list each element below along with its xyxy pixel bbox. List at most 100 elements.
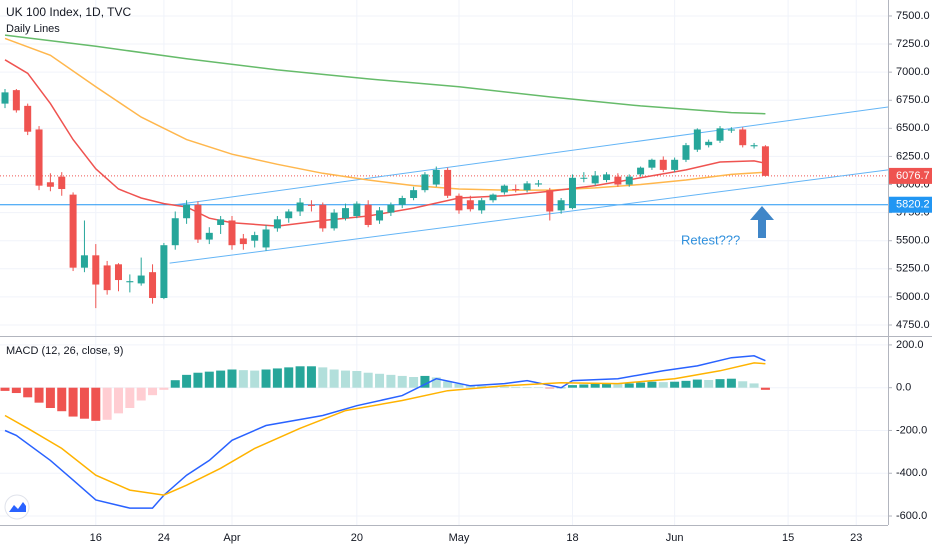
- x-tick-label: 23: [850, 532, 862, 544]
- candle-body: [603, 174, 611, 181]
- candle-body: [341, 208, 349, 219]
- candle-body: [716, 128, 724, 141]
- candle-body: [319, 204, 327, 229]
- candle-body: [217, 219, 225, 225]
- annotation: Retest???: [681, 232, 740, 247]
- chart-title: UK 100 Index, 1D, TVC: [6, 5, 132, 19]
- y-tick-label: 6750.0: [896, 94, 930, 106]
- histogram-bar: [613, 383, 623, 388]
- price-tag: [889, 196, 932, 213]
- histogram-bar: [567, 385, 577, 388]
- histogram-bar: [261, 369, 271, 388]
- line-series: [4, 34, 766, 115]
- candle-body: [171, 218, 179, 246]
- candle-body: [648, 159, 656, 168]
- candle-body: [466, 200, 474, 210]
- logo[interactable]: [4, 494, 30, 520]
- candle-body: [512, 189, 520, 191]
- candle-body: [659, 159, 667, 170]
- candle-body: [591, 175, 599, 184]
- candle-body: [580, 177, 588, 179]
- histogram-bar: [68, 387, 78, 417]
- candle-body: [183, 204, 191, 219]
- candle-body: [557, 200, 565, 211]
- candle-body: [228, 220, 236, 246]
- price-tag: [889, 167, 932, 184]
- candle-body: [126, 281, 134, 283]
- candle-body: [69, 194, 77, 268]
- histogram-bar: [397, 375, 407, 388]
- histogram-bar: [624, 383, 634, 388]
- histogram-bar: [533, 387, 543, 388]
- candle-body: [500, 185, 508, 193]
- plot: [0, 34, 889, 509]
- candle-body: [149, 272, 157, 299]
- histogram-bar: [760, 387, 770, 390]
- histogram-bar: [590, 383, 600, 388]
- candle-body: [387, 204, 395, 213]
- y-tick-label: 6250.0: [896, 150, 930, 162]
- histogram-bar: [11, 387, 21, 394]
- histogram-bar: [284, 367, 294, 388]
- histogram-bar: [318, 367, 328, 388]
- histogram-bar: [204, 371, 214, 388]
- y-tick-label: 0.0: [896, 382, 911, 394]
- histogram-bar: [272, 368, 282, 388]
- candle-body: [137, 275, 145, 284]
- candle-body: [24, 105, 32, 132]
- candle-body: [205, 232, 213, 240]
- axes: 16 24 Apr 20 May 18 Jun 15 23 7500.0 7250.0 7000.0 6…: [90, 10, 932, 544]
- histogram-bar: [227, 369, 237, 388]
- line-series: [4, 362, 766, 496]
- candle-body: [727, 129, 735, 131]
- candle-body: [761, 146, 769, 176]
- histogram-bar: [182, 374, 192, 388]
- histogram-bar: [726, 378, 736, 388]
- x-tick-label: 20: [351, 532, 363, 544]
- histogram-bar: [34, 387, 44, 403]
- histogram-bar: [511, 386, 521, 388]
- candle-body: [410, 190, 418, 199]
- candle-body: [114, 264, 122, 281]
- y-tick-label: -600.0: [896, 510, 927, 522]
- candle-body: [444, 169, 452, 196]
- logo-circle[interactable]: [4, 494, 30, 520]
- price-tag-label: 6076.7: [896, 170, 930, 182]
- histogram-bar: [386, 374, 396, 388]
- candle-body: [80, 255, 88, 268]
- line-series: [4, 37, 766, 191]
- histogram-bar: [23, 387, 33, 398]
- candle-body: [273, 219, 281, 229]
- histogram-bar: [329, 369, 339, 388]
- x-tick-label: May: [449, 532, 470, 544]
- logo-mark[interactable]: [9, 502, 26, 512]
- candle-body: [46, 182, 54, 187]
- x-tick-label: 15: [782, 532, 794, 544]
- histogram-bar: [738, 381, 748, 388]
- histogram-bar: [431, 377, 441, 388]
- y-tick-label: 4750.0: [896, 319, 930, 331]
- trend-line: [175, 106, 889, 206]
- candle-body: [1, 92, 9, 104]
- histogram-bar: [250, 370, 260, 388]
- histogram-bar: [454, 383, 464, 388]
- histogram-bar: [749, 383, 759, 388]
- histogram-bar: [159, 387, 169, 390]
- y-tick-label: 5250.0: [896, 263, 930, 275]
- candle-body: [523, 183, 531, 191]
- candle-body: [421, 174, 429, 191]
- y-tick-label: 200.0: [896, 339, 924, 351]
- candle-body: [682, 145, 690, 160]
- arrow-up: [750, 206, 774, 238]
- histogram-bar: [692, 379, 702, 388]
- candle-body: [568, 177, 576, 209]
- candle-body: [705, 141, 713, 146]
- histogram-bar: [363, 372, 373, 388]
- candle-body: [262, 229, 270, 248]
- histogram-bar: [420, 375, 430, 388]
- price-tag-label: 5820.2: [896, 199, 930, 211]
- histogram-bar: [102, 387, 112, 420]
- histogram-bar: [681, 380, 691, 388]
